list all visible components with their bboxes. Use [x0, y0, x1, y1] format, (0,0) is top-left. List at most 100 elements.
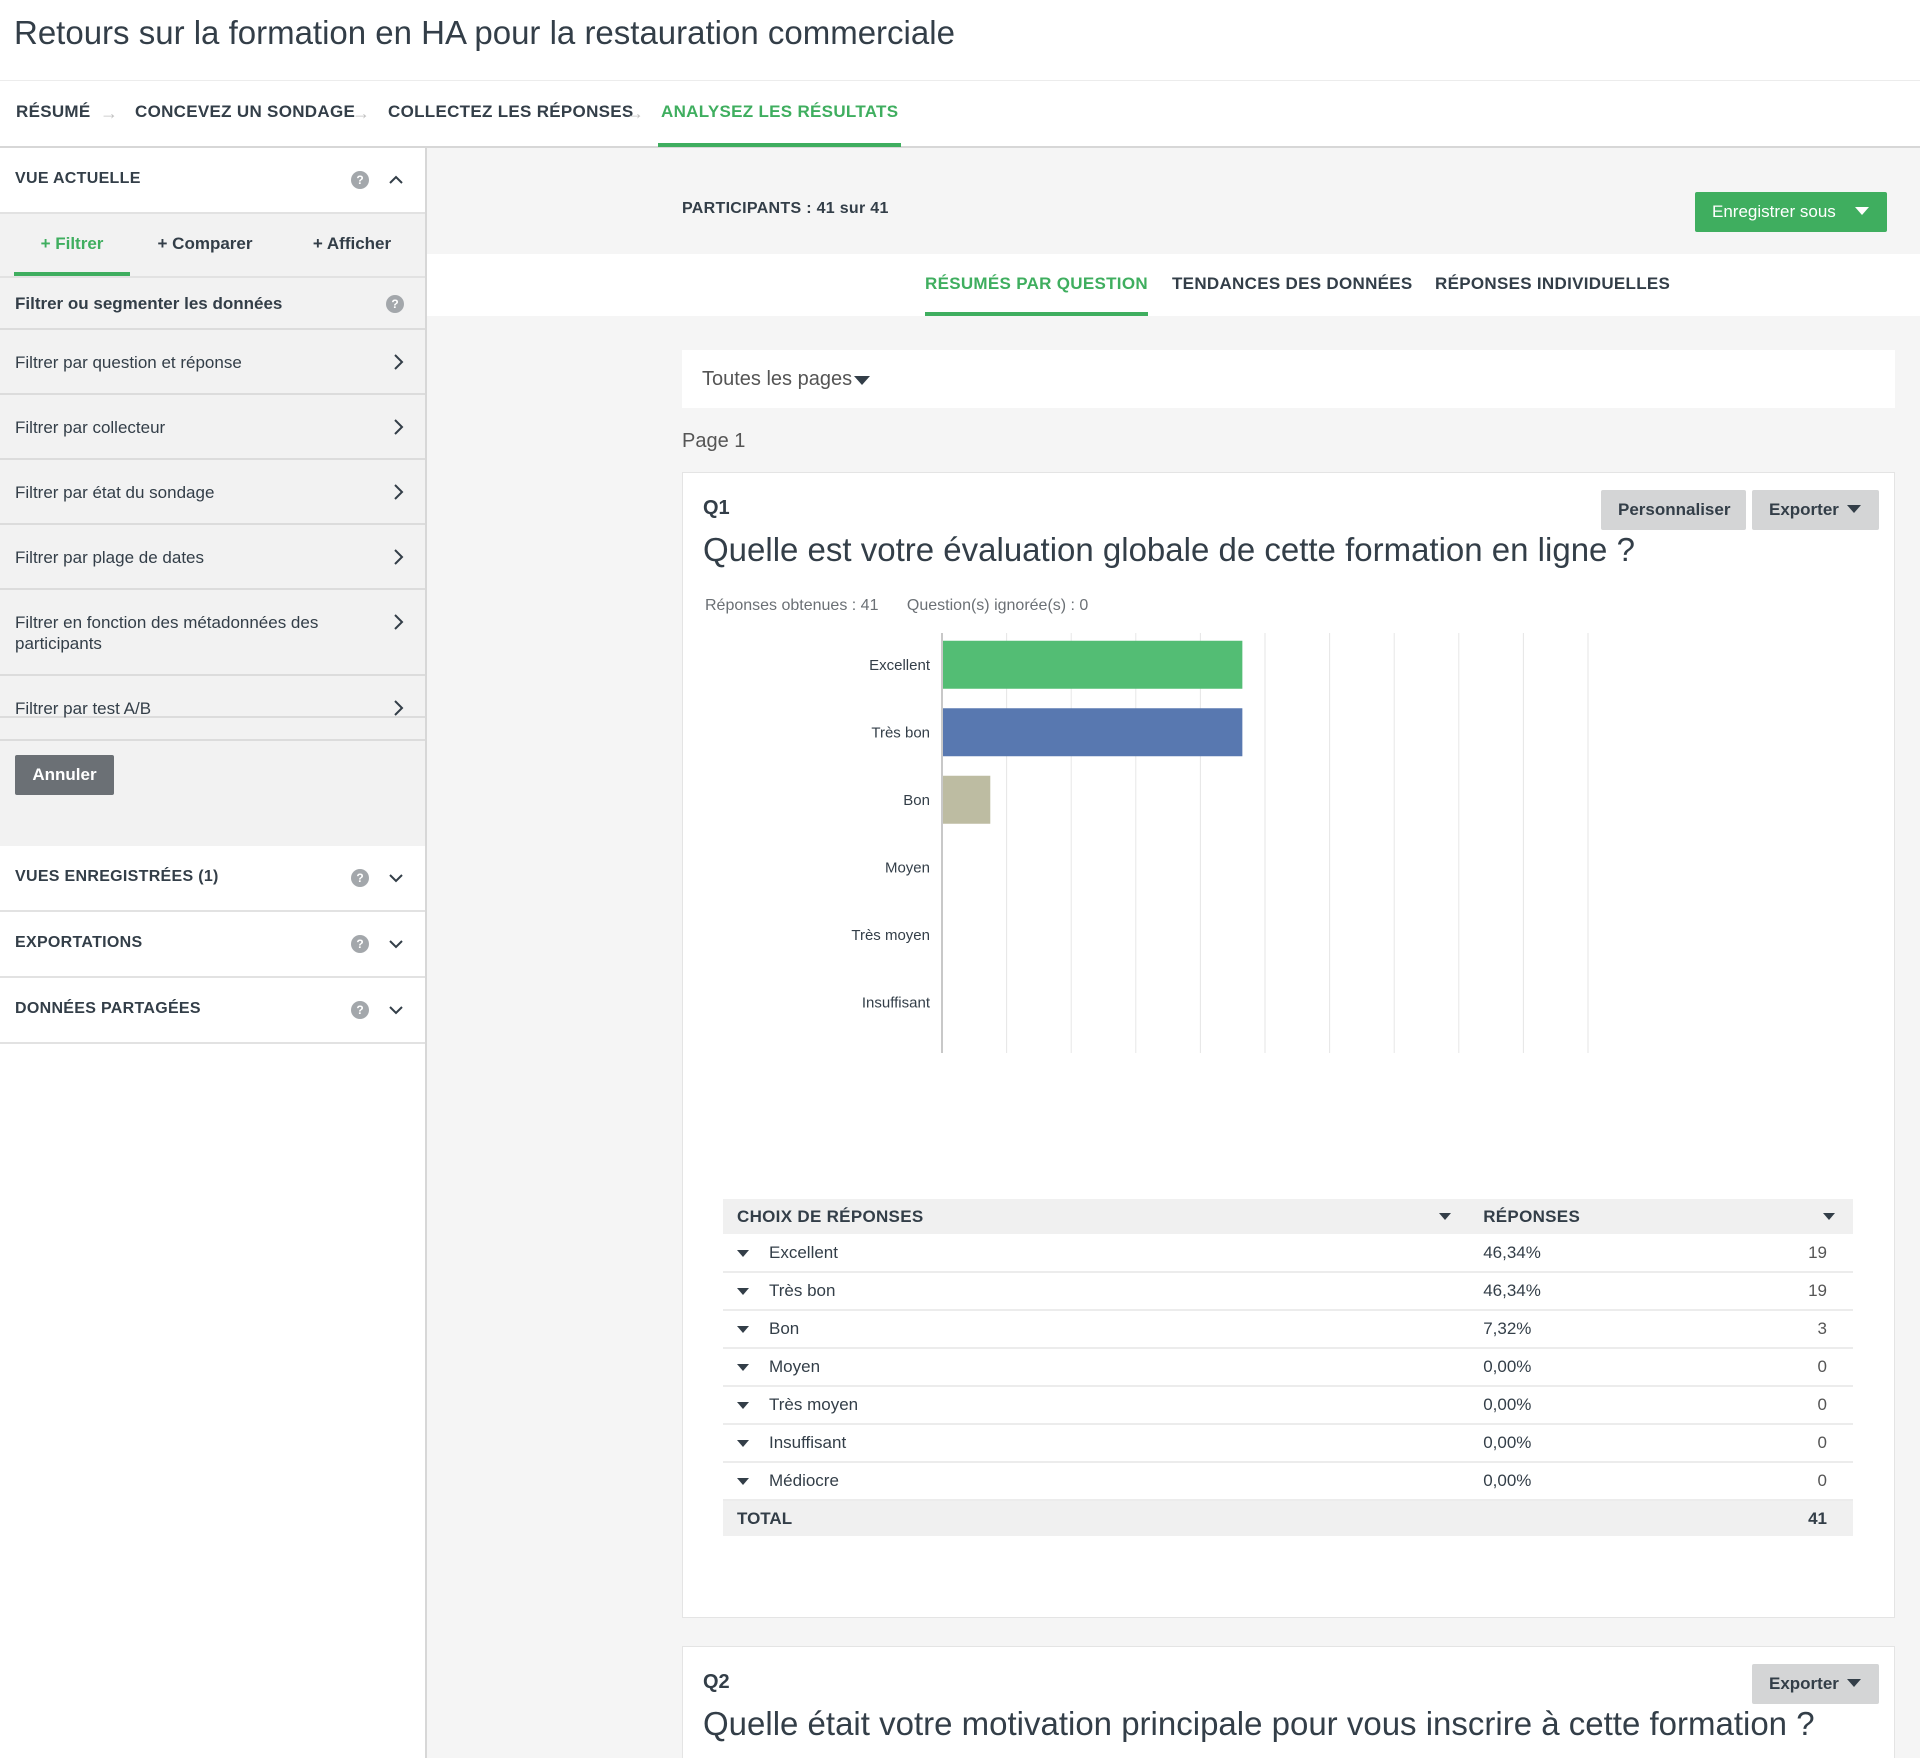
filter-by-date-range[interactable]: Filtrer par plage de dates: [0, 525, 425, 590]
category-label: Très bon: [871, 724, 930, 741]
help-icon[interactable]: ?: [351, 171, 369, 189]
main-content: PARTICIPANTS : 41 sur 41 Enregistrer sou…: [427, 148, 1920, 1758]
skipped-count: Question(s) ignorée(s) : 0: [906, 597, 1089, 614]
caret-down-icon[interactable]: [737, 1478, 749, 1486]
total-empty: [1469, 1500, 1758, 1536]
filter-title-row: Filtrer ou segmenter les données ?: [0, 278, 425, 330]
filter-by-collector[interactable]: Filtrer par collecteur: [0, 395, 425, 460]
filter-label: Filtrer par plage de dates: [15, 548, 204, 567]
table-row[interactable]: Très moyen 0,00% 0: [723, 1386, 1853, 1425]
filter-by-status[interactable]: Filtrer par état du sondage: [0, 460, 425, 525]
help-icon[interactable]: ?: [351, 1001, 369, 1019]
count-cell: 19: [1757, 1234, 1853, 1273]
header-label: RÉPONSES: [1483, 1206, 1581, 1226]
total-row: TOTAL 41: [723, 1500, 1853, 1536]
column-header-choice[interactable]: CHOIX DE RÉPONSES: [723, 1199, 1470, 1234]
chevron-down-icon[interactable]: [386, 1000, 406, 1020]
caret-down-icon[interactable]: [737, 1402, 749, 1410]
step-navigation: RÉSUMÉ → CONCEVEZ UN SONDAGE → COLLECTEZ…: [0, 80, 1920, 148]
percent-cell: 0,00%: [1469, 1348, 1758, 1387]
help-icon[interactable]: ?: [351, 935, 369, 953]
cancel-button[interactable]: Annuler: [15, 755, 114, 795]
answered-count: Réponses obtenues : 41: [705, 597, 879, 614]
current-view-header[interactable]: VUE ACTUELLE ?: [0, 148, 425, 214]
category-label: Bon: [903, 792, 930, 809]
choice-label: Insuffisant: [769, 1433, 847, 1452]
column-header-responses[interactable]: RÉPONSES: [1469, 1199, 1853, 1234]
choice-cell: Très moyen: [723, 1386, 1470, 1425]
caret-down-icon[interactable]: [737, 1249, 749, 1257]
choice-cell: Insuffisant: [723, 1424, 1470, 1463]
caret-down-icon[interactable]: [737, 1326, 749, 1334]
category-label: Très moyen: [851, 927, 930, 944]
tab-filter[interactable]: + Filtrer: [14, 214, 130, 276]
save-as-button[interactable]: Enregistrer sous: [1695, 192, 1887, 232]
table-row[interactable]: Moyen 0,00% 0: [723, 1348, 1853, 1387]
category-label: Excellent: [869, 657, 931, 674]
tab-individual-responses[interactable]: RÉPONSES INDIVIDUELLES: [1435, 274, 1671, 293]
customize-button[interactable]: Personnaliser: [1601, 490, 1746, 530]
choice-cell: Bon: [723, 1310, 1470, 1349]
filter-by-metadata[interactable]: Filtrer en fonction des métadonnées des …: [0, 590, 425, 676]
caret-down-icon[interactable]: [737, 1288, 749, 1296]
question-text: Quelle est votre évaluation globale de c…: [703, 531, 1635, 568]
chevron-right-icon: [391, 547, 405, 567]
help-icon[interactable]: ?: [386, 295, 404, 313]
step-analyze[interactable]: ANALYSEZ LES RÉSULTATS: [658, 81, 902, 147]
step-collect[interactable]: COLLECTEZ LES RÉPONSES: [388, 102, 634, 121]
chevron-down-icon[interactable]: [386, 868, 406, 888]
export-label: Exporter: [1769, 1674, 1839, 1693]
participants-count: PARTICIPANTS : 41 sur 41: [682, 200, 889, 217]
count-cell: 0: [1757, 1424, 1853, 1463]
table-row[interactable]: Insuffisant 0,00% 0: [723, 1424, 1853, 1463]
export-button[interactable]: Exporter: [1752, 1664, 1879, 1704]
saved-views-section[interactable]: VUES ENREGISTRÉES (1) ?: [0, 846, 425, 912]
pages-select[interactable]: Toutes les pages: [682, 350, 1895, 408]
caret-down-icon: [854, 376, 870, 385]
chevron-right-icon: [391, 417, 405, 437]
table-row[interactable]: Très bon 46,34% 19: [723, 1272, 1853, 1311]
table-row[interactable]: Bon 7,32% 3: [723, 1310, 1853, 1349]
tab-compare[interactable]: + Comparer: [157, 234, 253, 253]
export-label: Exporter: [1769, 500, 1839, 519]
arrow-right-icon: →: [352, 103, 370, 123]
arrow-right-icon: →: [100, 103, 118, 123]
help-icon[interactable]: ?: [351, 869, 369, 887]
filter-by-ab-test[interactable]: Filtrer par test A/B: [0, 676, 425, 718]
chevron-up-icon[interactable]: [386, 170, 406, 190]
step-summary[interactable]: RÉSUMÉ: [16, 102, 91, 121]
table-row[interactable]: Excellent 46,34% 19: [723, 1234, 1853, 1273]
tab-data-trends[interactable]: TENDANCES DES DONNÉES: [1172, 274, 1413, 293]
caret-down-icon: [1823, 1213, 1835, 1220]
question-stats: Réponses obtenues : 41 Question(s) ignor…: [705, 597, 1112, 615]
shared-data-label: DONNÉES PARTAGÉES: [15, 1000, 201, 1017]
count-cell: 19: [1757, 1272, 1853, 1311]
survey-title: Retours sur la formation en HA pour la r…: [14, 14, 955, 51]
percent-cell: 7,32%: [1469, 1310, 1758, 1349]
export-button[interactable]: Exporter: [1752, 490, 1879, 530]
choice-label: Moyen: [769, 1357, 821, 1376]
bar: [943, 775, 991, 824]
tab-question-summaries[interactable]: RÉSUMÉS PAR QUESTION: [925, 254, 1148, 316]
question-number: Q1: [703, 497, 730, 519]
caret-down-icon[interactable]: [737, 1440, 749, 1448]
step-design[interactable]: CONCEVEZ UN SONDAGE: [135, 102, 356, 121]
percent-cell: 0,00%: [1469, 1386, 1758, 1425]
shared-data-section[interactable]: DONNÉES PARTAGÉES ?: [0, 978, 425, 1044]
choice-cell: Très bon: [723, 1272, 1470, 1311]
save-as-label: Enregistrer sous: [1712, 202, 1836, 221]
choice-cell: Excellent: [723, 1234, 1470, 1273]
caret-down-icon: [1439, 1213, 1452, 1220]
filter-by-question[interactable]: Filtrer par question et réponse: [0, 330, 425, 395]
chevron-right-icon: [391, 482, 405, 502]
count-cell: 0: [1757, 1348, 1853, 1387]
caret-down-icon[interactable]: [737, 1364, 749, 1372]
exports-section[interactable]: EXPORTATIONS ?: [0, 912, 425, 978]
category-label: Insuffisant: [862, 994, 931, 1011]
percent-cell: 46,34%: [1469, 1272, 1758, 1311]
tab-show[interactable]: + Afficher: [312, 234, 392, 253]
chevron-down-icon[interactable]: [386, 934, 406, 954]
filter-label: Filtrer par état du sondage: [15, 483, 215, 502]
filter-ab-row-border: [0, 676, 425, 741]
table-row[interactable]: Médiocre 0,00% 0: [723, 1462, 1853, 1501]
